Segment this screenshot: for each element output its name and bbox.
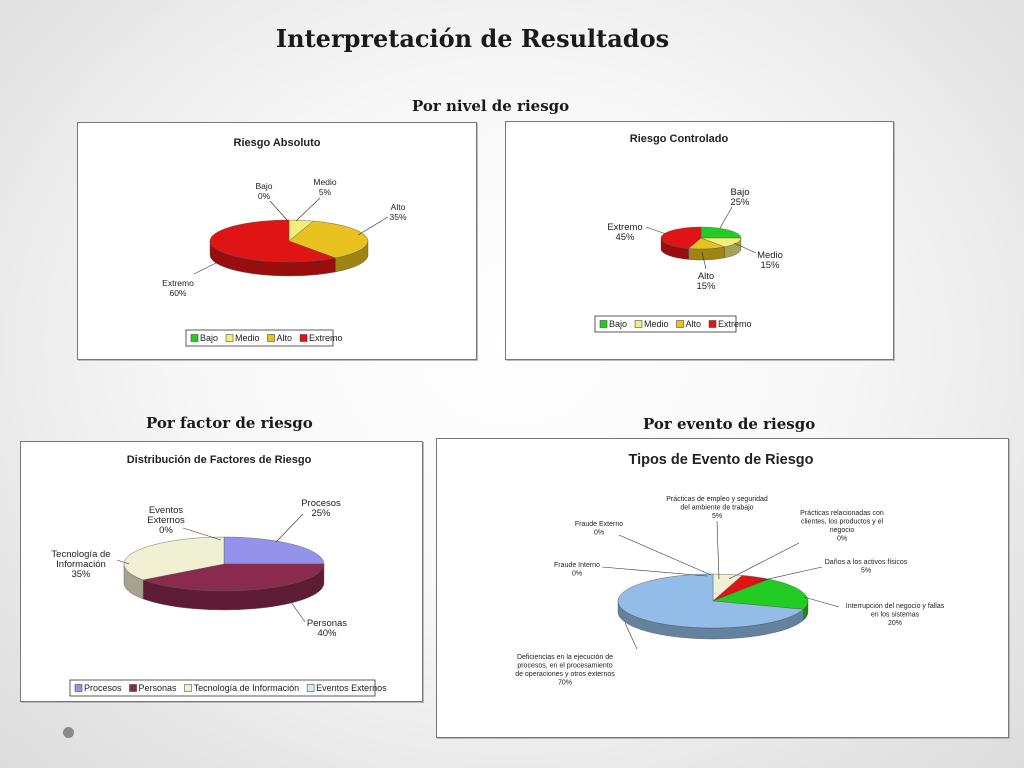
legend-swatch-eventos-externos bbox=[306, 684, 315, 692]
legend-box bbox=[69, 679, 376, 697]
data-label-extremo: Extremo 45% bbox=[607, 222, 642, 243]
pie-slice-alto bbox=[288, 220, 369, 259]
leader-line bbox=[193, 262, 217, 275]
leader-line bbox=[182, 527, 222, 541]
section-title-factor: Por factor de riesgo bbox=[146, 414, 313, 432]
legend-label-medio: Medio bbox=[644, 319, 669, 329]
chart-title: Riesgo Controlado bbox=[630, 133, 729, 145]
legend-swatch-medio bbox=[634, 320, 643, 328]
data-label-bajo: Bajo 0% bbox=[255, 181, 272, 201]
data-label-alto: Alto 35% bbox=[389, 202, 406, 222]
data-label-fraude-externo: Fraude Externo 0% bbox=[575, 521, 623, 537]
pie-slice-tecnologia-de-informacion bbox=[123, 536, 225, 581]
legend-swatch-extremo bbox=[708, 320, 717, 328]
chart-title: Distribución de Factores de Riesgo bbox=[127, 454, 312, 466]
legend-label-medio: Medio bbox=[235, 333, 260, 343]
legend-label-extremo: Extremo bbox=[309, 333, 343, 343]
data-label-practicas-empleo: Prácticas de empleo y seguridad del ambie… bbox=[666, 496, 768, 520]
leader-line bbox=[290, 601, 306, 623]
pie-slice-extremo bbox=[209, 219, 337, 263]
riesgo-controlado-svg: Riesgo Controlado Bajo 25% Medio 15% Alto 15% E… bbox=[594, 133, 783, 333]
eventos-svg: Tipos de Evento de Riesgo Prácticas de em… bbox=[515, 452, 945, 687]
legend-label-extremo: Extremo bbox=[718, 319, 752, 329]
legend-swatch-alto bbox=[267, 334, 275, 342]
leader-line bbox=[733, 242, 757, 254]
legend-swatch-alto bbox=[676, 320, 684, 328]
section-title-nivel: Por nivel de riesgo bbox=[412, 97, 570, 115]
data-label-extremo: Extremo 60% bbox=[162, 278, 194, 298]
data-label-deficiencias: Deficiencias en la ejecución de procesos,… bbox=[515, 654, 615, 687]
legend-label-tecnologia-de-informacion: Tecnología de Información bbox=[194, 683, 300, 693]
legend-label-alto: Alto bbox=[686, 319, 702, 329]
data-label-tecnologia: Tecnología de Información 35% bbox=[51, 549, 110, 580]
pie-slice-interrupcion-del-negocio-y-fallas-en-los bbox=[712, 578, 809, 610]
slide-bullet-dot bbox=[63, 727, 74, 738]
legend-box bbox=[594, 315, 737, 333]
data-label-interrupcion: Interrupción del negocio y fallas en los … bbox=[846, 603, 945, 627]
data-label-bajo: Bajo 25% bbox=[730, 187, 750, 208]
pie-sides bbox=[660, 237, 742, 261]
data-label-medio: Medio 15% bbox=[757, 250, 783, 271]
leader-line bbox=[269, 200, 289, 222]
legend-swatch-medio bbox=[225, 334, 234, 342]
section-title-evento: Por evento de riesgo bbox=[643, 415, 816, 433]
data-label-procesos: Procesos 25% bbox=[301, 498, 341, 519]
pie-slice-deficiencias-en-la-ejecucion-de-procesos bbox=[617, 573, 804, 629]
data-label-fraude-interno: Fraude Interno 0% bbox=[554, 562, 600, 578]
pie-slice-procesos bbox=[223, 536, 325, 565]
leader-line bbox=[719, 206, 733, 229]
leader-line bbox=[645, 226, 667, 235]
leader-line bbox=[716, 520, 720, 580]
chart-riesgo-absoluto: Riesgo Absoluto Bajo 0% Medio 5% Alto 35% Extre… bbox=[77, 122, 477, 360]
leader-line bbox=[295, 197, 321, 222]
chart-title: Tipos de Evento de Riesgo bbox=[628, 452, 813, 468]
leader-line bbox=[728, 542, 800, 580]
legend-label-personas: Personas bbox=[139, 683, 178, 693]
legend-label-procesos: Procesos bbox=[84, 683, 122, 693]
data-label-alto: Alto 15% bbox=[696, 271, 716, 292]
pie-slice-bajo bbox=[700, 226, 742, 239]
leader-line bbox=[357, 216, 389, 236]
chart-title: Riesgo Absoluto bbox=[234, 137, 321, 149]
pie-slice-personas bbox=[142, 563, 325, 592]
data-label-practicas-clientes: Prácticas relacionadas con clientes, los … bbox=[800, 510, 884, 543]
leader-line bbox=[618, 534, 712, 576]
leader-line bbox=[803, 596, 840, 608]
data-label-personas: Personas 40% bbox=[307, 618, 347, 639]
chart-legend: Bajo Medio Alto Extremo bbox=[594, 315, 752, 333]
pie-slice-extremo bbox=[660, 226, 702, 249]
legend-label-alto: Alto bbox=[277, 333, 293, 343]
leader-line bbox=[601, 566, 708, 577]
legend-swatch-bajo bbox=[599, 320, 608, 328]
leader-line bbox=[116, 559, 130, 565]
riesgo-absoluto-svg: Riesgo Absoluto Bajo 0% Medio 5% Alto 35% Extre… bbox=[162, 137, 407, 347]
factores-svg: Distribución de Factores de Riesgo Proces… bbox=[51, 454, 387, 697]
legend-swatch-bajo bbox=[190, 334, 199, 342]
legend-label-bajo: Bajo bbox=[200, 333, 218, 343]
legend-swatch-personas bbox=[129, 684, 137, 692]
data-label-eventos-externos: Eventos Externos 0% bbox=[147, 505, 185, 536]
chart-factores: Distribución de Factores de Riesgo Proces… bbox=[20, 441, 423, 702]
data-label-medio: Medio 5% bbox=[313, 177, 336, 197]
chart-eventos: Tipos de Evento de Riesgo Prácticas de em… bbox=[436, 438, 1009, 738]
legend-swatch-tecnologia-de-informacion bbox=[184, 684, 192, 692]
leader-line bbox=[275, 513, 304, 543]
chart-legend: Procesos Personas Tecnología de Informació… bbox=[69, 679, 387, 697]
leader-line bbox=[754, 566, 823, 583]
legend-swatch-procesos bbox=[74, 684, 83, 692]
leader-line bbox=[701, 251, 707, 270]
legend-label-eventos-externos: Eventos Externos bbox=[316, 683, 387, 693]
legend-swatch-extremo bbox=[299, 334, 308, 342]
legend-label-bajo: Bajo bbox=[609, 319, 627, 329]
data-label-danos: Daños a los activos físicos 5% bbox=[825, 559, 908, 575]
legend-box bbox=[185, 329, 334, 347]
page-title: Interpretación de Resultados bbox=[275, 24, 670, 53]
chart-legend: Bajo Medio Alto Extremo bbox=[185, 329, 343, 347]
leader-line bbox=[624, 622, 638, 650]
chart-riesgo-controlado: Riesgo Controlado Bajo 25% Medio 15% Alto 15% E… bbox=[505, 121, 894, 360]
